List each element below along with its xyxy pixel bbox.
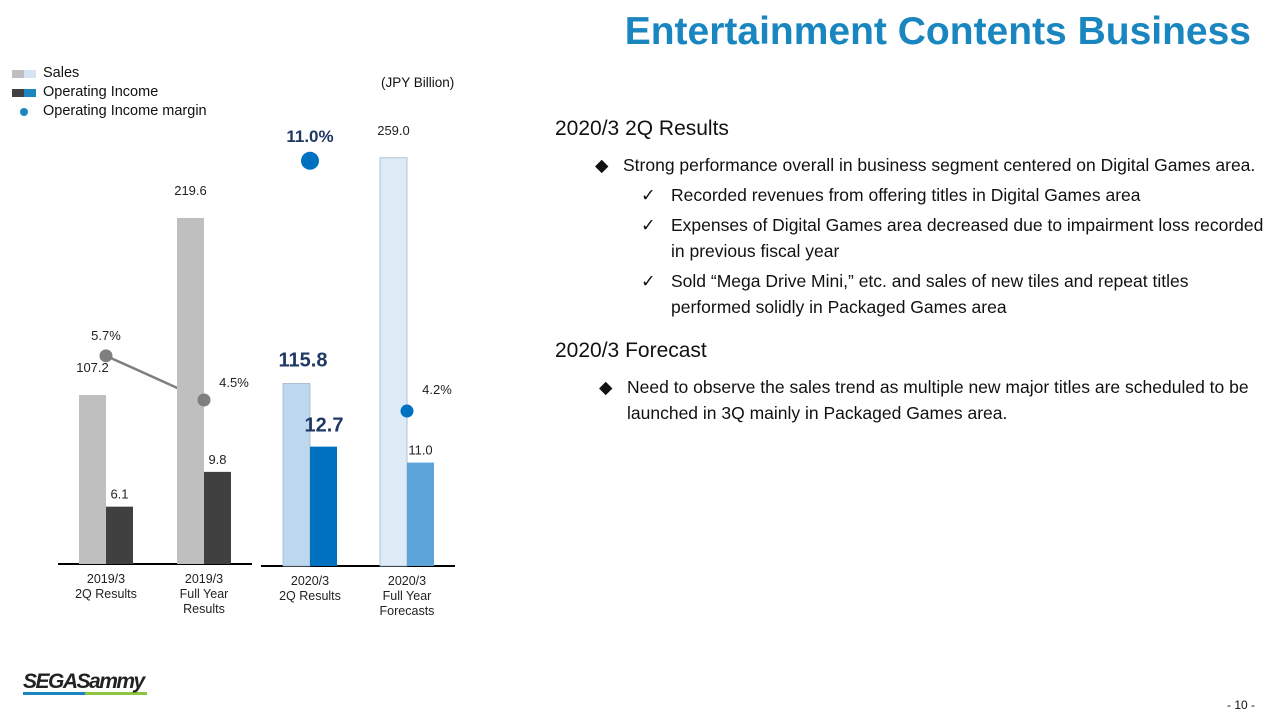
sales-bar [79, 395, 106, 564]
legend-sales: Sales [12, 64, 207, 83]
sales-label: 259.0 [377, 123, 410, 138]
sales-income-chart: 107.26.15.7%2019/32Q Results219.69.84.5%… [58, 123, 455, 618]
category-label: Forecasts [380, 604, 435, 618]
category-label: 2019/3 [185, 572, 223, 586]
margin-label: 5.7% [91, 328, 121, 343]
diamond-icon: ◆ [599, 377, 613, 397]
bullet: ◆ Strong performance overall in business … [595, 152, 1265, 178]
margin-label: 11.0% [286, 127, 333, 146]
section-heading: 2020/3 2Q Results [555, 117, 729, 140]
income-bar [204, 471, 231, 564]
bullet-text: Need to observe the sales trend as multi… [627, 377, 1249, 423]
sales-label: 107.2 [76, 360, 109, 375]
sales-bar [282, 383, 311, 567]
sales-bar [177, 217, 204, 564]
check-icon: ✓ [641, 215, 656, 235]
income-label: 6.1 [110, 487, 128, 502]
page-number: - 10 - [1226, 698, 1255, 712]
legend-margin: Operating Income margin [12, 102, 207, 121]
segasammy-logo: SEGASammy [23, 670, 147, 695]
sales-bar [379, 157, 408, 567]
income-bar [407, 462, 434, 566]
category-label: Full Year [383, 589, 432, 603]
category-label: 2020/3 [291, 574, 329, 588]
category-label: 2Q Results [279, 589, 341, 603]
sales-label: 219.6 [174, 183, 207, 198]
margin-point [400, 404, 414, 418]
check-text: Expenses of Digital Games area decreased… [671, 215, 1264, 261]
page-title: Entertainment Contents Business [624, 10, 1251, 53]
income-bar [310, 446, 337, 566]
legend-label: Sales [43, 65, 80, 81]
margin-label: 4.5% [219, 375, 249, 390]
income-bar [106, 506, 133, 564]
margin-point [197, 393, 211, 407]
chart-legend: Sales Operating Income Operating Income … [12, 64, 207, 121]
bullet: ◆ Need to observe the sales trend as mult… [599, 374, 1265, 426]
category-label: 2Q Results [75, 587, 137, 601]
check-item: ✓ Expenses of Digital Games area decrease… [641, 212, 1265, 264]
check-icon: ✓ [641, 271, 656, 291]
check-text: Sold “Mega Drive Mini,” etc. and sales o… [671, 271, 1189, 317]
sales-label: 115.8 [279, 349, 328, 371]
check-text: Recorded revenues from offering titles i… [671, 185, 1141, 205]
margin-point [301, 151, 319, 170]
content: 2020/3 2Q Results ◆ Strong performance ov… [555, 116, 1265, 426]
chart-unit: (JPY Billion) [381, 75, 455, 90]
check-item: ✓ Recorded revenues from offering titles … [641, 182, 1265, 208]
category-label: Full Year [180, 587, 229, 601]
diamond-icon: ◆ [595, 155, 609, 175]
legend-income: Operating Income [12, 83, 207, 102]
category-label: Results [183, 602, 225, 616]
section-heading: 2020/3 Forecast [555, 339, 707, 362]
legend-label: Operating Income margin [43, 103, 207, 119]
legend-label: Operating Income [43, 84, 159, 100]
income-label: 12.7 [305, 415, 344, 437]
bullet-text: Strong performance overall in business s… [623, 155, 1256, 175]
margin-point [99, 349, 113, 363]
margin-label: 4.2% [422, 382, 452, 397]
income-label: 9.8 [208, 452, 226, 467]
income-label: 11.0 [408, 443, 432, 458]
check-icon: ✓ [641, 185, 656, 205]
category-label: 2019/3 [87, 572, 125, 586]
category-label: 2020/3 [388, 574, 426, 588]
check-item: ✓ Sold “Mega Drive Mini,” etc. and sales … [641, 268, 1265, 320]
